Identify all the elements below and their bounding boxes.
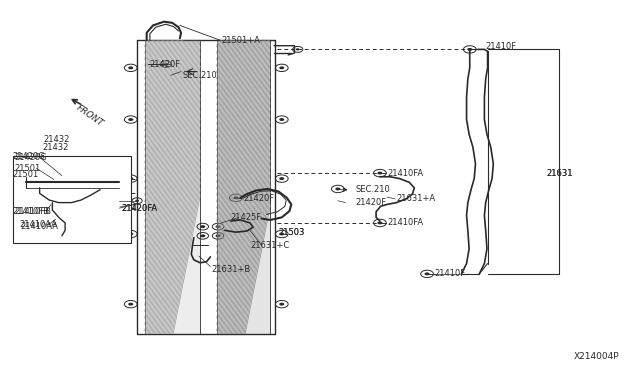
Text: 21631: 21631 — [546, 169, 573, 177]
Circle shape — [200, 225, 205, 228]
Circle shape — [424, 272, 429, 275]
Circle shape — [234, 196, 239, 199]
Bar — [217, 40, 270, 334]
Text: 21631+C: 21631+C — [250, 241, 289, 250]
Circle shape — [73, 222, 77, 224]
Circle shape — [128, 177, 133, 180]
Circle shape — [296, 48, 300, 51]
Text: 21410FB: 21410FB — [14, 206, 51, 216]
Circle shape — [51, 211, 54, 213]
Text: 21410FB: 21410FB — [13, 207, 50, 217]
Text: 21425F: 21425F — [231, 213, 262, 222]
Text: 21410FA: 21410FA — [387, 169, 423, 177]
Circle shape — [279, 232, 284, 235]
Circle shape — [135, 200, 139, 202]
Circle shape — [100, 189, 104, 192]
Circle shape — [216, 234, 221, 237]
Text: 21410FA: 21410FA — [387, 218, 423, 227]
Text: 21503: 21503 — [278, 228, 305, 237]
Circle shape — [279, 118, 284, 121]
Circle shape — [128, 118, 133, 121]
Circle shape — [279, 177, 284, 180]
Text: 21410F: 21410F — [486, 42, 517, 51]
Text: SEC.210: SEC.210 — [183, 71, 218, 80]
Text: 21503: 21503 — [278, 228, 305, 237]
Circle shape — [89, 225, 93, 228]
Text: FRONT: FRONT — [75, 103, 105, 128]
Circle shape — [100, 181, 104, 184]
Circle shape — [128, 232, 133, 235]
Text: 21420FA: 21420FA — [121, 203, 157, 213]
Text: 21501: 21501 — [14, 164, 40, 173]
Text: 21420F: 21420F — [244, 195, 275, 203]
Circle shape — [279, 66, 284, 69]
Text: 21420F: 21420F — [355, 198, 386, 207]
Text: 21432: 21432 — [43, 143, 69, 152]
Text: 21410F: 21410F — [435, 269, 466, 278]
Text: 21631+B: 21631+B — [212, 264, 251, 273]
Circle shape — [163, 62, 168, 65]
Text: 21420FA: 21420FA — [121, 203, 157, 213]
Circle shape — [335, 187, 340, 190]
Text: 21420F: 21420F — [149, 60, 180, 69]
Circle shape — [128, 66, 133, 69]
Circle shape — [39, 192, 43, 195]
Text: 21631+A: 21631+A — [396, 195, 436, 203]
Text: 21501+A: 21501+A — [221, 36, 260, 45]
Circle shape — [128, 303, 133, 306]
Circle shape — [378, 221, 383, 224]
Circle shape — [279, 303, 284, 306]
Circle shape — [216, 225, 221, 228]
Circle shape — [467, 48, 472, 51]
Text: 21432: 21432 — [44, 135, 70, 144]
Text: X214004P: X214004P — [574, 352, 620, 361]
Circle shape — [378, 171, 383, 174]
Bar — [13, 157, 131, 243]
Circle shape — [56, 179, 68, 186]
Text: 21410AA: 21410AA — [19, 220, 57, 229]
Circle shape — [111, 181, 115, 183]
Text: 21420G: 21420G — [13, 152, 45, 161]
Text: 21420G: 21420G — [14, 153, 47, 162]
Text: 21631: 21631 — [546, 169, 573, 177]
Text: SEC.210: SEC.210 — [355, 185, 390, 194]
Bar — [145, 40, 200, 334]
Circle shape — [200, 234, 205, 237]
Text: 21501: 21501 — [13, 170, 39, 179]
Text: 21410AA: 21410AA — [20, 222, 58, 231]
